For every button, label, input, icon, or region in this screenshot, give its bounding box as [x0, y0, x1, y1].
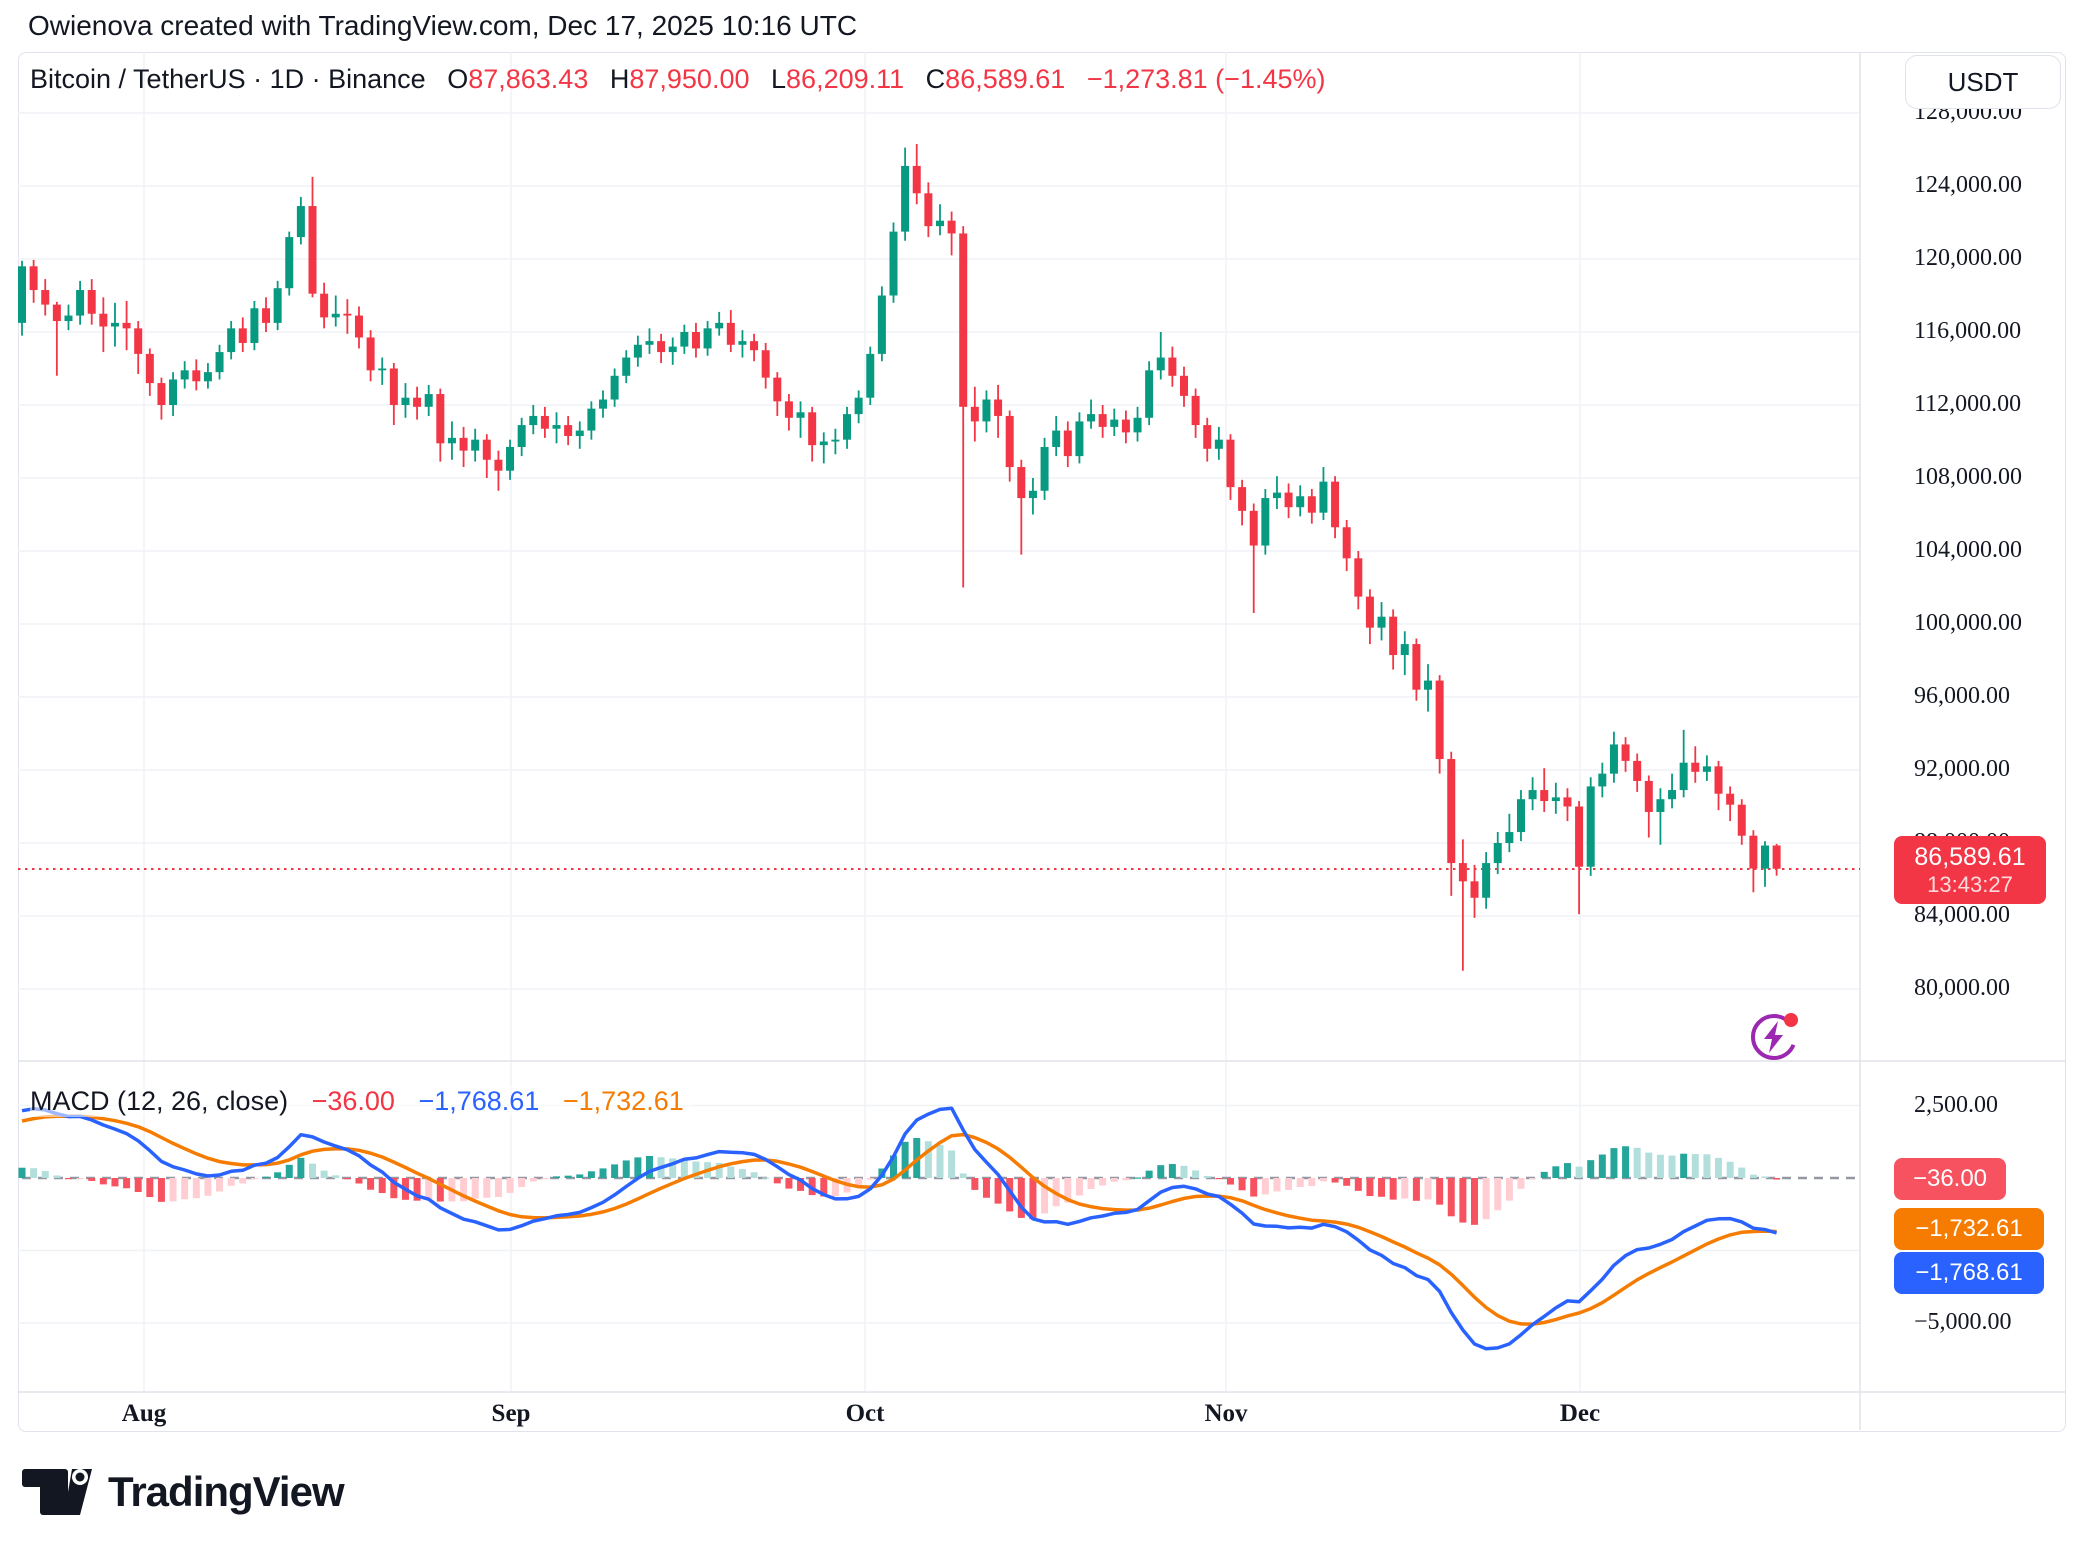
time-tick-label: Aug — [121, 1400, 167, 1427]
change-value: −1,273.81 (−1.45%) — [1086, 64, 1326, 94]
open-label: O — [447, 64, 469, 94]
price-tick-label: 84,000.00 — [1914, 902, 2010, 928]
time-tick-label: Oct — [845, 1400, 885, 1427]
flash-circle — [1751, 1014, 1797, 1060]
tradingview-logo-text: TradingView — [108, 1468, 345, 1515]
currency-toggle-button[interactable]: USDT — [1905, 55, 2061, 109]
symbol-title: Bitcoin / TetherUS · 1D · Binance — [30, 64, 426, 94]
macd-legend: MACD (12, 26, close) −36.00 −1,768.61 −1… — [30, 1086, 692, 1117]
time-tick-label: Dec — [1559, 1400, 1601, 1427]
candlestick-series — [18, 144, 1781, 971]
price-tick-label: 120,000.00 — [1914, 245, 2022, 271]
last-price-label: 86,589.61 13:43:27 — [1894, 836, 2046, 904]
price-tick-label: 80,000.00 — [1914, 975, 2010, 1001]
tradingview-logo[interactable]: TradingView — [22, 1468, 345, 1516]
macd-signal-axis-label: −1,732.61 — [1894, 1208, 2044, 1250]
price-tick-label: 100,000.00 — [1914, 610, 2022, 636]
macd-hist-value: −36.00 — [311, 1086, 395, 1116]
close-value: 86,589.61 — [945, 64, 1066, 94]
open-value: 87,863.43 — [468, 64, 589, 94]
flash-trade-icon[interactable] — [1747, 1008, 1803, 1064]
price-tick-label: 112,000.00 — [1914, 391, 2022, 417]
macd-hist-axis-label: −36.00 — [1894, 1158, 2006, 1200]
time-tick-label: Sep — [491, 1400, 531, 1427]
price-tick-label: 96,000.00 — [1914, 683, 2010, 709]
price-tick-label: 108,000.00 — [1914, 464, 2022, 490]
lightning-icon — [1764, 1021, 1783, 1053]
macd-tick-label: −5,000.00 — [1914, 1309, 2012, 1335]
macd-panel-series — [18, 1106, 1781, 1351]
macd-line-value: −1,768.61 — [418, 1086, 540, 1116]
low-value: 86,209.11 — [786, 64, 905, 94]
price-tick-label: 92,000.00 — [1914, 756, 2010, 782]
macd-line-axis-label: −1,768.61 — [1894, 1252, 2044, 1294]
high-value: 87,950.00 — [629, 64, 750, 94]
low-label: L — [771, 64, 787, 94]
last-price-value: 86,589.61 — [1914, 842, 2026, 871]
macd-title: MACD (12, 26, close) — [30, 1086, 289, 1116]
macd-tick-label: 2,500.00 — [1914, 1091, 1998, 1118]
time-tick-label: Nov — [1204, 1400, 1248, 1427]
macd-signal-value: −1,732.61 — [562, 1086, 684, 1116]
tradingview-logomark — [22, 1469, 92, 1515]
attribution-text: Owienova created with TradingView.com, D… — [28, 10, 858, 41]
high-label: H — [609, 64, 630, 94]
symbol-legend: Bitcoin / TetherUS · 1D · Binance O87,86… — [30, 64, 1326, 95]
close-label: C — [925, 64, 946, 94]
price-tick-label: 116,000.00 — [1914, 318, 2022, 344]
bar-countdown: 13:43:27 — [1927, 871, 2013, 897]
price-tick-label: 124,000.00 — [1914, 172, 2022, 198]
price-tick-label: 104,000.00 — [1914, 537, 2022, 563]
notification-dot — [1784, 1013, 1798, 1027]
